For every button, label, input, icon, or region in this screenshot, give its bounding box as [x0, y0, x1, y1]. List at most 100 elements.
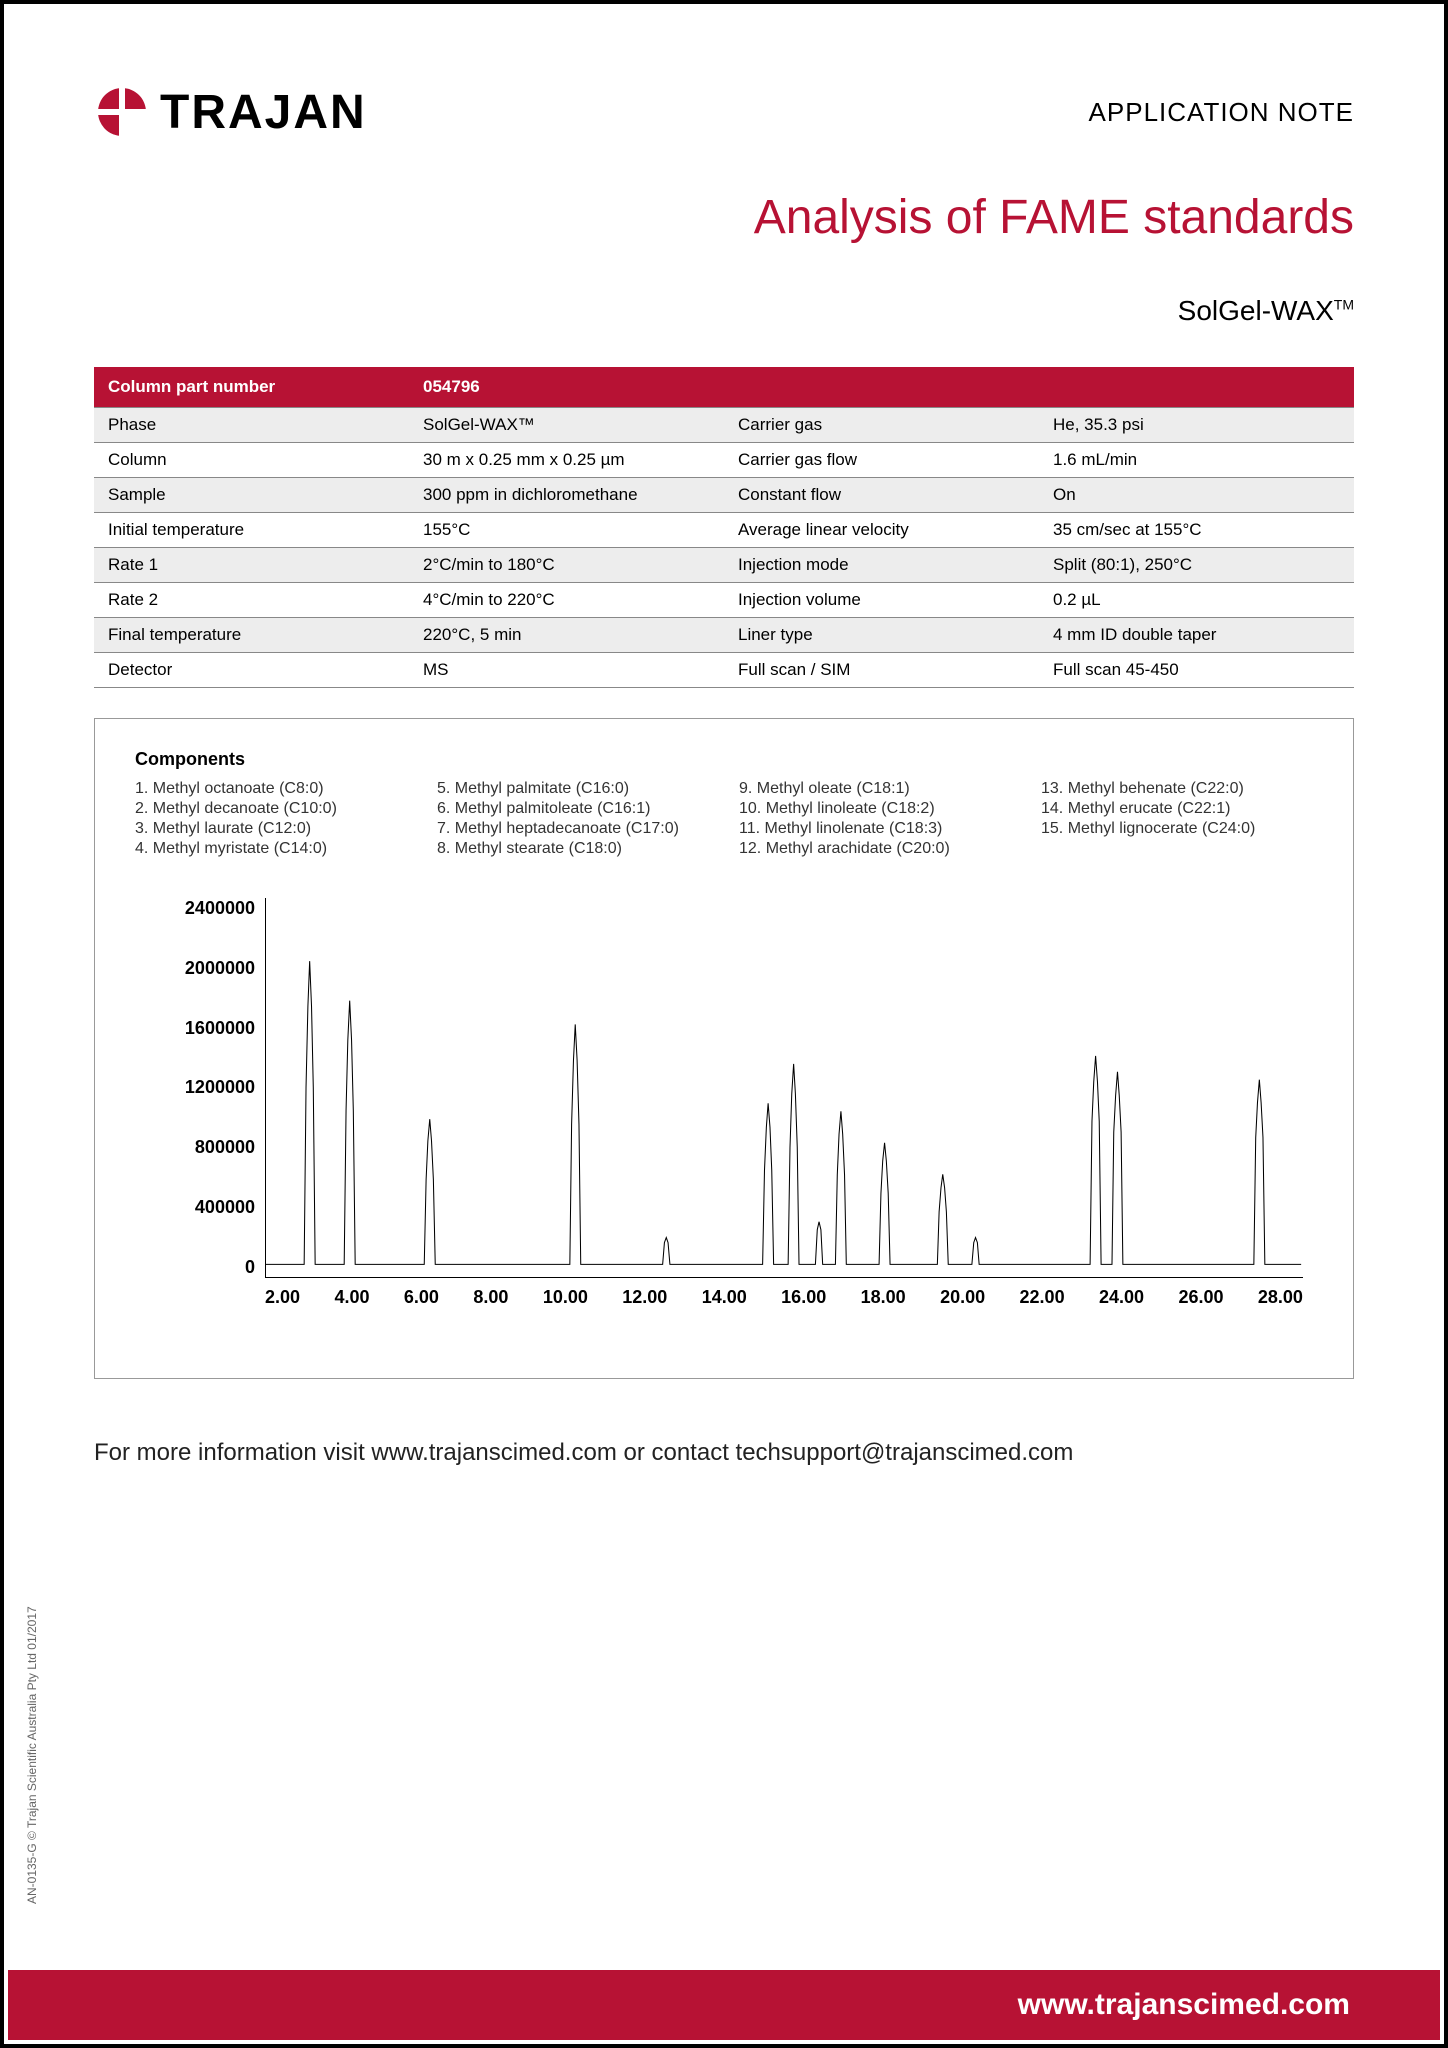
- table-cell: 2°C/min to 180°C: [409, 548, 724, 583]
- table-cell: Full scan 45-450: [1039, 653, 1354, 688]
- table-cell: Initial temperature: [94, 513, 409, 548]
- y-tick-label: 2000000: [135, 958, 255, 979]
- header-row: TRAJAN APPLICATION NOTE: [94, 84, 1354, 140]
- x-tick-label: 2.00: [265, 1287, 300, 1308]
- table-cell: 35 cm/sec at 155°C: [1039, 513, 1354, 548]
- table-cell: SolGel-WAX™: [409, 408, 724, 443]
- component-item: 5. Methyl palmitate (C16:0): [437, 780, 709, 798]
- table-cell: 0.2 µL: [1039, 583, 1354, 618]
- y-tick-label: 1600000: [135, 1018, 255, 1039]
- component-item: 8. Methyl stearate (C18:0): [437, 840, 709, 858]
- x-tick-label: 8.00: [473, 1287, 508, 1308]
- more-info-text: For more information visit www.trajansci…: [94, 1439, 1354, 1467]
- component-item: 12. Methyl arachidate (C20:0): [739, 840, 1011, 858]
- table-row: Rate 12°C/min to 180°CInjection modeSpli…: [94, 548, 1354, 583]
- x-tick-label: 24.00: [1099, 1287, 1144, 1308]
- component-item: 15. Methyl lignocerate (C24:0): [1041, 820, 1313, 838]
- component-item: 9. Methyl oleate (C18:1): [739, 780, 1011, 798]
- table-cell: 4 mm ID double taper: [1039, 618, 1354, 653]
- table-row: Column30 m x 0.25 mm x 0.25 µmCarrier ga…: [94, 443, 1354, 478]
- x-tick-label: 4.00: [334, 1287, 369, 1308]
- chart-plot-area: [265, 898, 1303, 1278]
- x-tick-label: 26.00: [1178, 1287, 1223, 1308]
- table-row: Initial temperature155°CAverage linear v…: [94, 513, 1354, 548]
- table-cell: Final temperature: [94, 618, 409, 653]
- component-item: 1. Methyl octanoate (C8:0): [135, 780, 407, 798]
- table-row: Final temperature220°C, 5 minLiner type4…: [94, 618, 1354, 653]
- components-list: 1. Methyl octanoate (C8:0) 2. Methyl deca…: [135, 780, 1313, 858]
- subtitle: SolGel-WAXTM: [94, 295, 1354, 327]
- brand-logo: TRAJAN: [94, 84, 367, 140]
- table-cell: 4°C/min to 220°C: [409, 583, 724, 618]
- chromatogram-panel: Components 1. Methyl octanoate (C8:0) 2. …: [94, 718, 1354, 1379]
- footer-bar: www.trajanscimed.com: [8, 1970, 1440, 2040]
- table-cell: Injection volume: [724, 583, 1039, 618]
- table-row: PhaseSolGel-WAX™Carrier gasHe, 35.3 psi: [94, 408, 1354, 443]
- y-tick-label: 400000: [135, 1197, 255, 1218]
- page-title: Analysis of FAME standards: [94, 190, 1354, 245]
- table-cell: He, 35.3 psi: [1039, 408, 1354, 443]
- table-row: Rate 24°C/min to 220°CInjection volume0.…: [94, 583, 1354, 618]
- table-cell: Carrier gas flow: [724, 443, 1039, 478]
- x-tick-label: 10.00: [543, 1287, 588, 1308]
- table-row: DetectorMSFull scan / SIMFull scan 45-45…: [94, 653, 1354, 688]
- table-cell: Injection mode: [724, 548, 1039, 583]
- components-heading: Components: [135, 749, 1313, 770]
- table-cell: Sample: [94, 478, 409, 513]
- y-tick-label: 0: [135, 1257, 255, 1278]
- table-cell: Average linear velocity: [724, 513, 1039, 548]
- table-cell: Carrier gas: [724, 408, 1039, 443]
- chromatogram-svg: [266, 898, 1303, 1277]
- table-cell: 1.6 mL/min: [1039, 443, 1354, 478]
- table-cell: 300 ppm in dichloromethane: [409, 478, 724, 513]
- chromatogram-chart: 2400000 2000000 1600000 1200000 800000 400000…: [135, 898, 1313, 1338]
- component-item: 6. Methyl palmitoleate (C16:1): [437, 800, 709, 818]
- table-cell: Full scan / SIM: [724, 653, 1039, 688]
- table-cell: MS: [409, 653, 724, 688]
- table-cell: Constant flow: [724, 478, 1039, 513]
- table-cell: Rate 2: [94, 583, 409, 618]
- x-tick-label: 16.00: [781, 1287, 826, 1308]
- table-cell: 30 m x 0.25 mm x 0.25 µm: [409, 443, 724, 478]
- brand-name: TRAJAN: [160, 85, 367, 140]
- table-cell: Split (80:1), 250°C: [1039, 548, 1354, 583]
- table-cell: Liner type: [724, 618, 1039, 653]
- table-cell: Column: [94, 443, 409, 478]
- component-item: 11. Methyl linolenate (C18:3): [739, 820, 1011, 838]
- x-tick-label: 6.00: [404, 1287, 439, 1308]
- table-header-value: 054796: [409, 367, 1354, 408]
- y-axis-labels: 2400000 2000000 1600000 1200000 800000 400000…: [135, 898, 255, 1278]
- document-reference: AN-0135-G © Trajan Scientific Australia …: [25, 1606, 39, 1904]
- component-item: 14. Methyl erucate (C22:1): [1041, 800, 1313, 818]
- y-tick-label: 800000: [135, 1137, 255, 1158]
- x-tick-label: 18.00: [861, 1287, 906, 1308]
- component-item: 7. Methyl heptadecanoate (C17:0): [437, 820, 709, 838]
- subtitle-tm: TM: [1334, 297, 1354, 313]
- table-cell: Rate 1: [94, 548, 409, 583]
- table-cell: On: [1039, 478, 1354, 513]
- y-tick-label: 1200000: [135, 1077, 255, 1098]
- table-cell: 220°C, 5 min: [409, 618, 724, 653]
- component-item: 13. Methyl behenate (C22:0): [1041, 780, 1313, 798]
- subtitle-base: SolGel-WAX: [1178, 295, 1334, 326]
- x-tick-label: 28.00: [1258, 1287, 1303, 1308]
- x-tick-label: 14.00: [702, 1287, 747, 1308]
- y-tick-label: 2400000: [135, 898, 255, 919]
- parameters-table: Column part number054796PhaseSolGel-WAX™…: [94, 367, 1354, 688]
- table-cell: Detector: [94, 653, 409, 688]
- x-axis-labels: 2.00 4.00 6.00 8.00 10.00 12.00 14.00 16.00 18.0…: [265, 1287, 1303, 1308]
- x-tick-label: 12.00: [622, 1287, 667, 1308]
- component-item: 2. Methyl decanoate (C10:0): [135, 800, 407, 818]
- document-type: APPLICATION NOTE: [1089, 97, 1354, 128]
- table-header-label: Column part number: [94, 367, 409, 408]
- trajan-logo-icon: [94, 84, 150, 140]
- table-cell: 155°C: [409, 513, 724, 548]
- table-row: Sample300 ppm in dichloromethaneConstant…: [94, 478, 1354, 513]
- component-item: 3. Methyl laurate (C12:0): [135, 820, 407, 838]
- x-tick-label: 20.00: [940, 1287, 985, 1308]
- footer-url: www.trajanscimed.com: [1018, 1988, 1350, 2022]
- component-item: 4. Methyl myristate (C14:0): [135, 840, 407, 858]
- table-cell: Phase: [94, 408, 409, 443]
- component-item: 10. Methyl linoleate (C18:2): [739, 800, 1011, 818]
- x-tick-label: 22.00: [1020, 1287, 1065, 1308]
